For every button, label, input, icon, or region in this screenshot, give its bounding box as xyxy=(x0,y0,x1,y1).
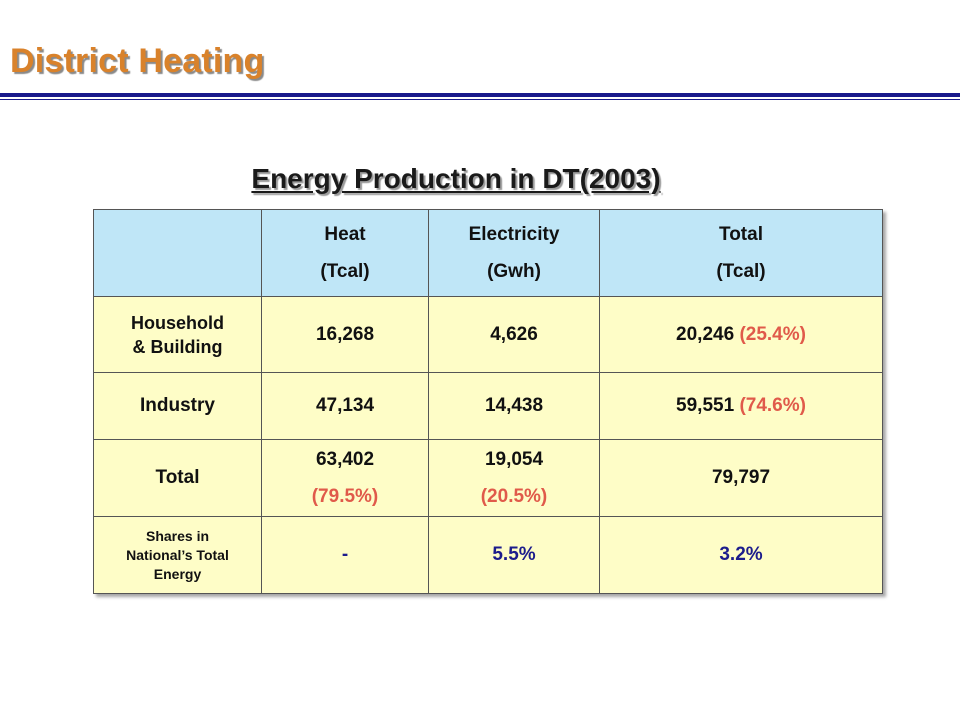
cell-total-electricity: 19,054 (20.5%) xyxy=(428,439,600,517)
slide-title: District Heating xyxy=(10,42,265,80)
total-electricity-share: (20.5%) xyxy=(480,486,548,507)
title-divider-thick xyxy=(0,93,960,97)
row-label-line: Energy xyxy=(153,565,202,582)
household-total-share: (25.4%) xyxy=(739,323,806,345)
industry-total-value: 59,551 xyxy=(676,395,735,416)
cell-total-heat: 63,402 (79.5%) xyxy=(261,439,429,517)
cell-household-heat: 16,268 xyxy=(261,296,429,373)
row-label-industry: Industry xyxy=(93,372,262,440)
total-heat-value: 63,402 xyxy=(315,449,375,470)
cell-shares-heat: - xyxy=(261,516,429,594)
header-heat-name: Heat xyxy=(324,224,366,245)
table-row-industry: Industry 47,134 14,438 59,551 (74.6%) xyxy=(93,372,883,440)
row-label-line: Household xyxy=(131,312,224,333)
energy-production-table: Heat (Tcal) Electricity (Gwh) Total (Tca… xyxy=(93,209,883,594)
cell-industry-heat: 47,134 xyxy=(261,372,429,440)
household-total-value: 20,246 xyxy=(676,323,735,345)
row-label-total: Total xyxy=(93,439,262,517)
row-label-household: Household & Building xyxy=(93,296,262,373)
table-row-total: Total 63,402 (79.5%) 19,054 (20.5%) 79,7… xyxy=(93,439,883,517)
table-title: Energy Production in DT(2003) xyxy=(251,163,661,194)
title-divider-thin xyxy=(0,99,960,100)
header-heat-unit: (Tcal) xyxy=(320,261,370,282)
cell-household-electricity: 4,626 xyxy=(428,296,600,373)
total-electricity-value: 19,054 xyxy=(484,449,544,470)
row-label-line: & Building xyxy=(132,336,223,357)
table-row-household: Household & Building 16,268 4,626 20,246… xyxy=(93,296,883,373)
cell-household-total: 20,246 (25.4%) xyxy=(599,296,883,373)
cell-industry-electricity: 14,438 xyxy=(428,372,600,440)
header-total: Total (Tcal) xyxy=(599,209,883,297)
cell-shares-electricity: 5.5% xyxy=(428,516,600,594)
header-total-unit: (Tcal) xyxy=(716,261,766,282)
cell-industry-total: 59,551 (74.6%) xyxy=(599,372,883,440)
total-heat-share: (79.5%) xyxy=(311,486,379,507)
header-electricity-name: Electricity xyxy=(468,224,560,245)
header-empty-cell xyxy=(93,209,262,297)
industry-total-share: (74.6%) xyxy=(739,395,806,416)
row-label-shares: Shares in National’s Total Energy xyxy=(93,516,262,594)
header-total-name: Total xyxy=(719,224,763,245)
cell-shares-total: 3.2% xyxy=(599,516,883,594)
row-label-line: Shares in xyxy=(145,527,210,544)
row-label-line: National’s Total xyxy=(126,546,229,563)
table-row-shares: Shares in National’s Total Energy - 5.5%… xyxy=(93,516,883,594)
cell-total-total: 79,797 xyxy=(599,439,883,517)
header-heat: Heat (Tcal) xyxy=(261,209,429,297)
table-header-row: Heat (Tcal) Electricity (Gwh) Total (Tca… xyxy=(93,209,883,297)
header-electricity: Electricity (Gwh) xyxy=(428,209,600,297)
header-electricity-unit: (Gwh) xyxy=(487,261,541,282)
